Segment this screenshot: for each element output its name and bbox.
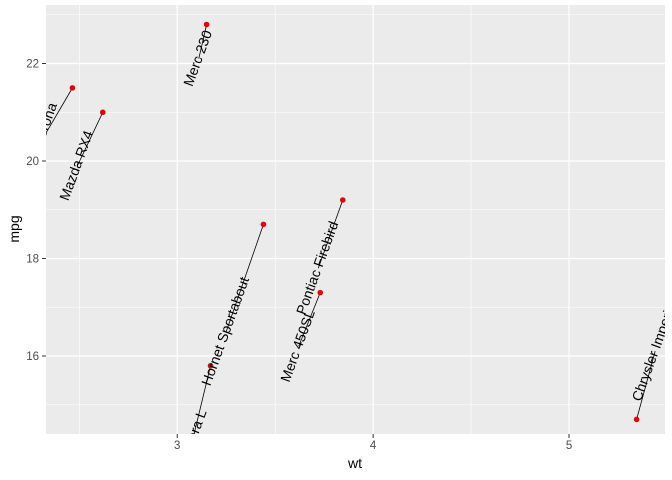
- x-tick-label: 4: [370, 440, 377, 452]
- label-connector: [46, 87, 73, 134]
- panel-background: [46, 5, 665, 434]
- y-tick-label: 18: [26, 254, 39, 266]
- axes: 3 4 5 16 18 20 22: [26, 59, 572, 453]
- y-tick-label: 16: [26, 351, 39, 363]
- y-tick-label: 20: [26, 156, 39, 168]
- x-tick-label: 3: [174, 440, 180, 452]
- data-point: [203, 21, 210, 28]
- data-point: [633, 416, 640, 423]
- label-connector: [317, 199, 344, 269]
- label-connector: [298, 292, 321, 347]
- data-point: [69, 85, 76, 91]
- label-connector: [193, 365, 211, 434]
- y-tick-label: 22: [26, 59, 39, 71]
- data-point: [100, 109, 106, 116]
- data-point: [260, 221, 267, 228]
- x-axis-title: wt: [347, 455, 362, 471]
- data-point: [317, 289, 324, 296]
- label-connector: [198, 24, 208, 59]
- label-connector: [76, 112, 104, 167]
- grid-lines: [46, 5, 665, 434]
- data-point: [339, 197, 346, 203]
- x-tick-label: 5: [566, 440, 572, 452]
- y-axis-title: mpg: [6, 215, 22, 242]
- label-connector: [636, 351, 656, 420]
- data-point: [207, 362, 214, 369]
- label-connector: [225, 224, 264, 332]
